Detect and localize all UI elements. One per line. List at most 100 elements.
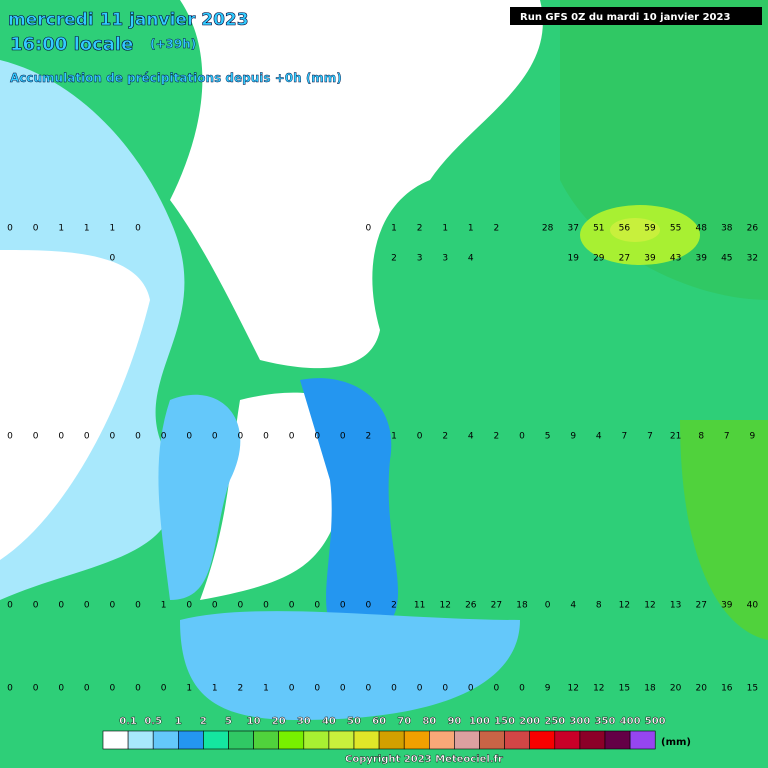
rain-area bbox=[158, 394, 241, 600]
grid-value: 0 bbox=[7, 684, 13, 694]
grid-value: 2 bbox=[494, 224, 500, 234]
grid-value: 27 bbox=[619, 254, 630, 264]
grid-value: 1 bbox=[58, 224, 64, 234]
header: mercredi 11 janvier 2023 16:00 locale (+… bbox=[8, 7, 762, 85]
grid-value: 28 bbox=[542, 224, 554, 234]
grid-value: 4 bbox=[570, 601, 576, 611]
grid-value: 21 bbox=[670, 432, 681, 442]
legend-label: 10 bbox=[247, 716, 261, 727]
grid-value: 0 bbox=[7, 224, 13, 234]
grid-value: 9 bbox=[545, 684, 551, 694]
grid-value: 0 bbox=[263, 601, 269, 611]
grid-value: 12 bbox=[619, 601, 630, 611]
grid-value: 43 bbox=[670, 254, 681, 264]
grid-value: 4 bbox=[468, 254, 474, 264]
grid-value: 0 bbox=[417, 432, 423, 442]
grid-value: 0 bbox=[84, 601, 90, 611]
grid-value: 8 bbox=[596, 601, 602, 611]
grid-value: 1 bbox=[161, 601, 167, 611]
grid-value: 39 bbox=[721, 601, 733, 611]
grid-value: 0 bbox=[519, 432, 525, 442]
legend-label: 20 bbox=[272, 716, 286, 727]
grid-value: 20 bbox=[695, 684, 707, 694]
grid-value: 1 bbox=[391, 432, 397, 442]
grid-value: 2 bbox=[238, 684, 244, 694]
legend-swatch bbox=[102, 730, 129, 750]
grid-value: 0 bbox=[58, 601, 64, 611]
grid-value: 0 bbox=[314, 684, 320, 694]
legend-swatch bbox=[378, 730, 405, 750]
grid-value: 1 bbox=[186, 684, 192, 694]
grid-value: 27 bbox=[695, 601, 706, 611]
grid-value: 2 bbox=[494, 432, 500, 442]
legend-label: 400 bbox=[620, 716, 641, 727]
legend-swatch bbox=[152, 730, 179, 750]
grid-value: 0 bbox=[212, 601, 218, 611]
legend-label: 5 bbox=[225, 716, 232, 727]
grid-value: 0 bbox=[263, 432, 269, 442]
grid-value: 0 bbox=[84, 684, 90, 694]
grid-value: 0 bbox=[135, 224, 141, 234]
grid-value: 0 bbox=[289, 601, 295, 611]
legend-label: 90 bbox=[447, 716, 461, 727]
grid-value: 0 bbox=[366, 601, 372, 611]
grid-value: 0 bbox=[238, 432, 244, 442]
grid-value: 8 bbox=[698, 432, 704, 442]
grid-value: 0 bbox=[289, 684, 295, 694]
grid-value: 0 bbox=[161, 432, 167, 442]
legend-swatch bbox=[353, 730, 380, 750]
legend-label: 30 bbox=[297, 716, 311, 727]
grid-value: 1 bbox=[212, 684, 218, 694]
legend-label: 150 bbox=[494, 716, 515, 727]
grid-value: 0 bbox=[442, 684, 448, 694]
legend-swatch bbox=[328, 730, 355, 750]
legend-label: 2 bbox=[200, 716, 207, 727]
legend-swatch bbox=[228, 730, 254, 750]
grid-value: 7 bbox=[647, 432, 653, 442]
grid-value: 2 bbox=[391, 254, 397, 264]
legend-label: 100 bbox=[469, 716, 490, 727]
grid-value: 12 bbox=[567, 684, 578, 694]
grid-value: 12 bbox=[644, 601, 655, 611]
legend-swatch bbox=[529, 730, 556, 750]
grid-value: 13 bbox=[670, 601, 681, 611]
grid-value: 2 bbox=[391, 601, 397, 611]
date: mercredi 11 janvier 2023 bbox=[8, 10, 249, 30]
grid-value: 15 bbox=[747, 684, 758, 694]
grid-value: 11 bbox=[414, 601, 425, 611]
product: Accumulation de précipitations depuis +0… bbox=[10, 71, 342, 85]
grid-value: 0 bbox=[33, 684, 39, 694]
rain-area bbox=[680, 420, 768, 640]
legend-swatch bbox=[629, 730, 656, 750]
legend-label: 80 bbox=[422, 716, 436, 727]
dry-area bbox=[170, 0, 543, 369]
grid-value: 1 bbox=[84, 224, 90, 234]
grid-value: 4 bbox=[468, 432, 474, 442]
grid-value: 0 bbox=[340, 432, 346, 442]
grid-value: 32 bbox=[747, 254, 758, 264]
run: Run GFS 0Z du mardi 10 janvier 2023 bbox=[520, 12, 730, 23]
legend-label: 0.5 bbox=[144, 716, 162, 727]
legend-label: 500 bbox=[645, 716, 666, 727]
time: 16:00 locale bbox=[10, 34, 133, 55]
legend-unit: (mm) bbox=[661, 737, 691, 748]
grid-value: 55 bbox=[670, 224, 681, 234]
grid-value: 0 bbox=[238, 601, 244, 611]
legend-label: 50 bbox=[347, 716, 361, 727]
grid-value: 0 bbox=[58, 684, 64, 694]
grid-value: 18 bbox=[516, 601, 528, 611]
legend-label: 40 bbox=[322, 716, 336, 727]
legend-swatch bbox=[454, 730, 480, 750]
legend-swatch bbox=[479, 730, 505, 750]
grid-value: 0 bbox=[545, 601, 551, 611]
grid-value: 9 bbox=[750, 432, 756, 442]
grid-value: 0 bbox=[7, 601, 13, 611]
grid-value: 18 bbox=[644, 684, 656, 694]
grid-value: 0 bbox=[366, 684, 372, 694]
legend-label: 350 bbox=[595, 716, 616, 727]
legend-label: 60 bbox=[372, 716, 386, 727]
legend-swatch bbox=[278, 730, 305, 750]
grid-value: 0 bbox=[33, 432, 39, 442]
grid-value: 0 bbox=[519, 684, 525, 694]
